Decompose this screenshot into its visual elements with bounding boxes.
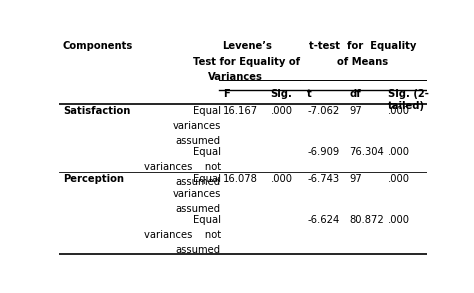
Text: Variances: Variances xyxy=(208,72,263,82)
Text: Equal: Equal xyxy=(193,174,221,184)
Text: 97: 97 xyxy=(349,174,362,184)
Text: t-test  for  Equality: t-test for Equality xyxy=(309,41,416,51)
Text: .000: .000 xyxy=(271,106,292,116)
Text: Sig. (2-
tailed): Sig. (2- tailed) xyxy=(388,89,429,111)
Text: Levene’s: Levene’s xyxy=(222,41,272,51)
Text: .000: .000 xyxy=(388,147,410,157)
Text: assumed: assumed xyxy=(176,177,221,187)
Text: assumed: assumed xyxy=(176,137,221,146)
Text: Equal: Equal xyxy=(193,106,221,116)
Text: assumed: assumed xyxy=(176,204,221,214)
Text: .000: .000 xyxy=(271,174,292,184)
Text: variances    not: variances not xyxy=(144,162,221,172)
Text: .000: .000 xyxy=(388,214,410,224)
Text: 16.167: 16.167 xyxy=(223,106,258,116)
Text: Test for Equality of: Test for Equality of xyxy=(193,57,300,67)
Text: -7.062: -7.062 xyxy=(307,106,339,116)
Text: assumed: assumed xyxy=(176,245,221,255)
Text: Sig.: Sig. xyxy=(271,89,292,99)
Text: Equal: Equal xyxy=(193,147,221,157)
Text: variances: variances xyxy=(173,121,221,131)
Text: Equal: Equal xyxy=(193,214,221,224)
Text: Perception: Perception xyxy=(63,174,124,184)
Text: 16.078: 16.078 xyxy=(223,174,257,184)
Text: 76.304: 76.304 xyxy=(349,147,384,157)
Text: variances    not: variances not xyxy=(144,230,221,240)
Text: .000: .000 xyxy=(388,174,410,184)
Text: of Means: of Means xyxy=(337,57,388,67)
Text: 97: 97 xyxy=(349,106,362,116)
Text: 80.872: 80.872 xyxy=(349,214,384,224)
Text: Components: Components xyxy=(63,41,133,51)
Text: -6.624: -6.624 xyxy=(307,214,339,224)
Text: .000: .000 xyxy=(388,106,410,116)
Text: Satisfaction: Satisfaction xyxy=(63,106,130,116)
Text: -6.743: -6.743 xyxy=(307,174,339,184)
Text: F: F xyxy=(223,89,229,99)
Text: df: df xyxy=(349,89,361,99)
Text: variances: variances xyxy=(173,189,221,199)
Text: -6.909: -6.909 xyxy=(307,147,339,157)
Text: t: t xyxy=(307,89,312,99)
